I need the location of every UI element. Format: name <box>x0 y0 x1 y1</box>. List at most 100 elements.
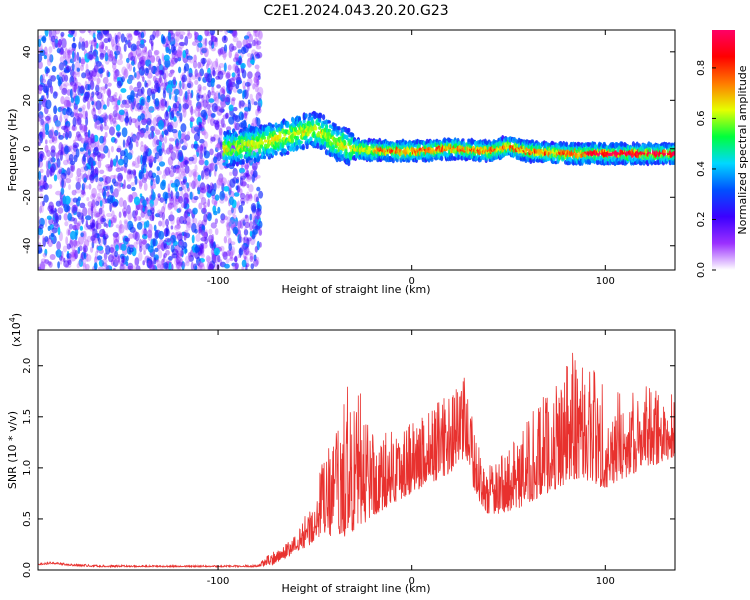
spectrogram-noise-cell <box>204 30 210 37</box>
spectrogram-noise-cell <box>213 210 218 216</box>
spectrogram-noise-cell <box>257 98 263 108</box>
spectrogram-noise-cell <box>220 100 227 108</box>
spectrogram-noise-cell <box>40 261 45 270</box>
spectrogram-noise-cell <box>140 211 145 218</box>
spectrogram-noise-cell <box>41 129 46 140</box>
spectrogram-noise-cell <box>167 31 172 42</box>
spectrogram-noise-cell <box>38 137 43 144</box>
spectrogram-noise-cell <box>113 76 119 83</box>
spectrogram-noise-cell <box>114 102 118 108</box>
spectrogram-noise-cell <box>184 165 190 174</box>
spectrogram-noise-cell <box>197 262 205 268</box>
spectrogram-noise-cell <box>189 119 193 129</box>
spectrogram-noise-cell <box>112 259 119 268</box>
spectrogram-noise-cell <box>60 256 65 262</box>
spectrogram-noise-cell <box>55 190 62 196</box>
spectrogram-noise-cell <box>203 93 207 99</box>
spectrogram-noise-cell <box>80 56 85 67</box>
spectrogram-noise-cell <box>202 58 206 67</box>
spectrogram-noise-cell <box>222 51 227 61</box>
spectrogram-noise-cell <box>169 121 174 130</box>
spectrogram-noise-cell <box>149 264 156 270</box>
spectrogram-noise-cell <box>126 204 131 215</box>
spectrogram-noise-cell <box>64 43 67 52</box>
spectrogram-noise-cell <box>164 166 171 176</box>
spectrogram-noise-cell <box>44 248 48 256</box>
spectrogram-noise-cell <box>63 99 71 108</box>
spectrogram-noise-cell <box>159 264 163 270</box>
spectrogram-signal-cell <box>261 141 265 145</box>
spectrogram-noise-cell <box>237 220 242 229</box>
spectrogram-noise-cell <box>71 63 75 71</box>
spectrogram-noise-cell <box>61 38 67 49</box>
spectrogram-noise-cell <box>222 97 228 103</box>
spectrogram-noise-cell <box>174 167 179 174</box>
spectrogram-noise-cell <box>255 45 262 50</box>
spectrogram-noise-cell <box>38 141 41 146</box>
spectrogram-noise-cell <box>183 142 188 149</box>
spectrogram-noise-cell <box>218 173 224 183</box>
spectrogram-noise-cell <box>170 165 174 170</box>
spectrogram-noise-cell <box>177 233 183 242</box>
spectrogram-noise-cell <box>192 41 197 46</box>
spectrogram-noise-cell <box>156 263 162 270</box>
spectrogram-noise-cell <box>94 60 99 71</box>
spectrogram-noise-cell <box>256 78 260 86</box>
spectrogram-noise-cell <box>70 163 75 172</box>
spectrogram-noise-cell <box>166 84 173 94</box>
spectrogram-noise-cell <box>145 124 149 131</box>
spectrogram-noise-cell <box>83 140 90 151</box>
spectrogram-noise-cell <box>67 49 72 56</box>
spectrogram-noise-cell <box>138 251 143 262</box>
spectrogram-noise-cell <box>98 259 105 267</box>
spectrogram-noise-cell <box>80 166 85 173</box>
spectrogram-noise-cell <box>180 123 187 133</box>
spectrogram-noise-cell <box>200 109 207 118</box>
spectrogram-noise-cell <box>138 216 142 221</box>
spectrogram-noise-cell <box>163 69 169 79</box>
spectrogram-noise-cell <box>223 62 227 72</box>
spectrogram-noise-cell <box>147 154 154 164</box>
spectrogram-noise-cell <box>128 194 133 203</box>
spectrogram-noise-cell <box>198 260 203 269</box>
spectrogram-noise-cell <box>73 106 79 116</box>
spectrogram-noise-cell <box>76 221 81 227</box>
spectrogram-noise-cell <box>253 73 257 81</box>
spectrogram-signal-cell <box>316 142 320 149</box>
spectrogram-noise-cell <box>138 238 142 249</box>
spectrogram-noise-cell <box>66 228 71 237</box>
spectrogram-noise-cell <box>217 48 224 55</box>
spectrogram-noise-cell <box>87 30 91 34</box>
spectrogram-noise-cell <box>196 89 201 94</box>
spectrogram-noise-cell <box>98 86 103 93</box>
spectrogram-noise-cell <box>201 47 207 54</box>
spectrogram-noise-cell <box>160 82 167 91</box>
spectrogram-noise-cell <box>42 155 47 161</box>
spectrogram-noise-cell <box>196 42 200 53</box>
spectrogram-noise-cell <box>195 233 201 242</box>
spectrogram-noise-cell <box>48 46 53 54</box>
spectrogram-noise-cell <box>241 266 245 270</box>
spectrogram-noise-cell <box>210 238 214 247</box>
spectrogram-noise-cell <box>112 258 119 263</box>
spectrogram-signal-cell <box>327 128 331 133</box>
spectrogram-noise-cell <box>246 191 250 198</box>
spectrogram-signal-cell <box>319 112 323 119</box>
spectrogram-noise-cell <box>59 46 64 55</box>
spectrogram-noise-cell <box>238 236 243 243</box>
spectrogram-signal-cell <box>430 157 434 162</box>
spectrogram-noise-cell <box>170 182 176 188</box>
spectrogram-noise-cell <box>123 219 128 225</box>
spectrogram-noise-cell <box>199 154 203 164</box>
spectrogram-noise-cell <box>228 116 235 125</box>
spectrogram-noise-cell <box>184 134 191 141</box>
spectrogram-noise-cell <box>130 182 136 186</box>
spectrogram-noise-cell <box>76 167 82 178</box>
spectrogram-noise-cell <box>254 30 258 38</box>
spectrogram-noise-cell <box>222 251 228 260</box>
spectrogram-noise-cell <box>204 131 209 140</box>
spectrogram-noise-cell <box>217 255 221 263</box>
spectrogram-noise-cell <box>192 207 198 215</box>
spectrogram-noise-cell <box>60 187 65 195</box>
spectrogram-noise-cell <box>40 204 44 213</box>
